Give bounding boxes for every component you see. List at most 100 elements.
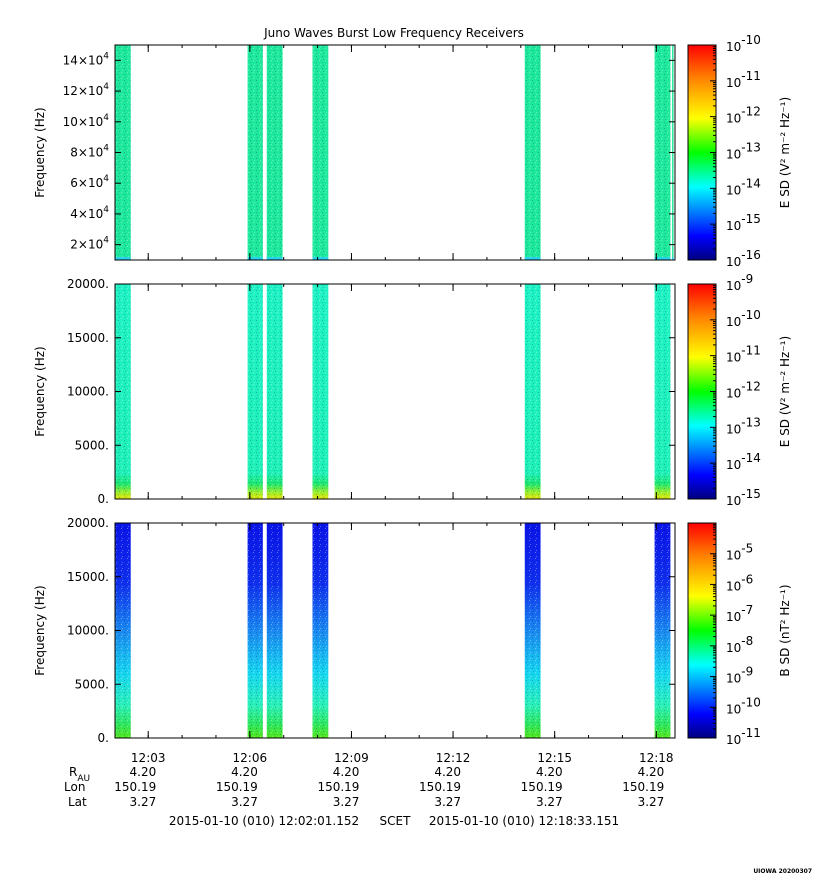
y-tick-label-top-2: 4×104 [70,205,109,221]
colorbar-tick-label-middle-5: 10-13 [726,415,761,436]
y-tick-label-top-4: 8×104 [70,144,109,160]
colorbar-tick-label-bottom-7: 10-11 [726,726,761,747]
footer-time-frame: SCET [380,814,412,828]
ephem-lat-1: 3.27 [130,795,157,809]
burst-lowband-top-5 [524,257,541,260]
footer-start-time: 2015-01-10 (010) 12:02:01.152 [169,814,359,828]
colorbar-tick-label-middle-7: 10-15 [726,487,761,508]
burst-texture-bottom-2 [247,523,263,738]
plot-frame-top [114,44,676,261]
x-tick-label-1: 12:03 [131,751,166,765]
colorbar-frame-bottom [687,522,717,739]
burst-texture-top-6 [654,45,671,260]
footer-end-time: 2015-01-10 (010) 12:18:33.151 [429,814,619,828]
ephem-lon-2: 150.19 [216,780,258,794]
y-tick-label-bottom-5: 20000. [67,516,109,530]
colorbar-tick-label-middle-3: 10-11 [726,344,761,365]
ephem-lat-2: 3.27 [231,795,258,809]
y-tick-label-top-6: 12×104 [63,82,110,98]
ephem-lat-4: 3.27 [434,795,461,809]
colorbar-tick-label-bottom-3: 10-7 [726,603,753,624]
colorbar-bottom [688,523,716,738]
spectrogram-panel-bottom: 0. 5000. 10000. 15000. 20000. Frequency (Hz) 1… [33,516,792,747]
burst-texture-bottom-5 [524,523,541,738]
y-tick-label-middle-3: 10000. [67,385,109,399]
ephem-r-4: 4.20 [434,765,461,779]
colorbar-tick-label-bottom-1: 10-5 [726,542,753,563]
ephem-r-5: 4.20 [536,765,563,779]
credit-stamp: UIOWA 20200307 [753,868,812,875]
y-tick-label-top-1: 2×104 [70,236,109,252]
ephem-lon-4: 150.19 [419,780,461,794]
spectrogram-panel-top: 2×104 4×104 6×104 8×104 10×104 12×104 14×104 Fr… [33,33,792,269]
x-tick-label-5: 12:15 [537,751,572,765]
x-tick-label-6: 12:18 [639,751,674,765]
burst-texture-top-3 [266,45,283,260]
y-tick-label-bottom-1: 0. [98,731,109,745]
burst-texture-top-5 [524,45,541,260]
burst-texture-bottom-3 [266,523,283,738]
colorbar-tick-label-top-1: 10-10 [726,33,761,54]
colorbar-tick-label-bottom-4: 10-8 [726,634,753,655]
y-axis-label-bottom: Frequency (Hz) [33,585,47,676]
chart-title: Juno Waves Burst Low Frequency Receivers [263,26,524,40]
colorbar-tick-label-bottom-2: 10-6 [726,572,753,593]
y-tick-label-bottom-4: 15000. [67,570,109,584]
ephem-r-6: 4.20 [638,765,665,779]
burst-lowband-top-2 [247,257,263,260]
burst-lowband-top-3 [266,257,283,260]
y-tick-label-middle-1: 0. [98,492,109,506]
colorbar-tick-label-bottom-5: 10-9 [726,665,753,686]
colorbar-tick-label-bottom-6: 10-10 [726,695,761,716]
burst-texture-middle-6 [654,284,671,499]
ephem-r-2: 4.20 [231,765,258,779]
burst-lowband-top-6 [654,257,671,260]
colorbar-tick-label-top-4: 10-13 [726,141,761,162]
colorbar-tick-label-middle-4: 10-12 [726,380,761,401]
x-tick-label-3: 12:09 [334,751,369,765]
ephem-lon-1: 150.19 [114,780,156,794]
ephem-label-lat: Lat [68,795,87,809]
y-axis-label-top: Frequency (Hz) [33,107,47,198]
ephem-lon-5: 150.19 [521,780,563,794]
y-tick-label-top-7: 14×104 [63,51,110,67]
colorbar-tick-label-top-2: 10-11 [726,69,761,90]
burst-texture-top-2 [247,45,263,260]
y-tick-label-middle-4: 15000. [67,331,109,345]
y-tick-label-bottom-2: 5000. [75,677,109,691]
burst-texture-middle-4 [312,284,329,499]
colorbar-tick-label-top-6: 10-15 [726,212,761,233]
y-tick-label-middle-5: 20000. [67,277,109,291]
colorbar-tick-label-top-3: 10-12 [726,105,761,126]
colorbar-tick-label-middle-1: 10-9 [726,272,753,293]
burst-lowband-top-7 [672,257,674,260]
burst-texture-middle-5 [524,284,541,499]
ephem-lat-5: 3.27 [536,795,563,809]
colorbar-tick-label-middle-6: 10-14 [726,451,761,472]
ephem-lon-3: 150.19 [317,780,359,794]
ephem-lat-3: 3.27 [333,795,360,809]
plot-frame-middle [114,283,676,500]
ephem-lon-6: 150.19 [622,780,664,794]
y-tick-label-bottom-3: 10000. [67,624,109,638]
spectrogram-panel-middle: 0. 5000. 10000. 15000. 20000. Frequency (Hz) 1… [33,272,792,508]
colorbar-label-top: E SD (V² m⁻² Hz⁻¹) [778,97,792,208]
x-tick-label-4: 12:12 [436,751,471,765]
ephem-r-1: 4.20 [130,765,157,779]
y-axis-label-middle: Frequency (Hz) [33,346,47,437]
colorbar-tick-label-middle-2: 10-10 [726,308,761,329]
colorbar-tick-label-top-5: 10-14 [726,176,761,197]
ephem-lat-6: 3.27 [638,795,665,809]
burst-texture-middle-3 [266,284,283,499]
burst-texture-bottom-4 [312,523,329,738]
burst-texture-bottom-6 [654,523,671,738]
burst-lowband-top-1 [114,257,131,260]
burst-texture-top-4 [312,45,329,260]
x-tick-label-2: 12:06 [233,751,268,765]
colorbar-label-bottom: B SD (nT² Hz⁻¹) [778,584,792,676]
burst-texture-top-1 [114,45,131,260]
ephem-label-lon: Lon [64,780,85,794]
colorbar-label-middle: E SD (V² m⁻² Hz⁻¹) [778,336,792,447]
y-tick-label-top-3: 6×104 [70,174,109,190]
